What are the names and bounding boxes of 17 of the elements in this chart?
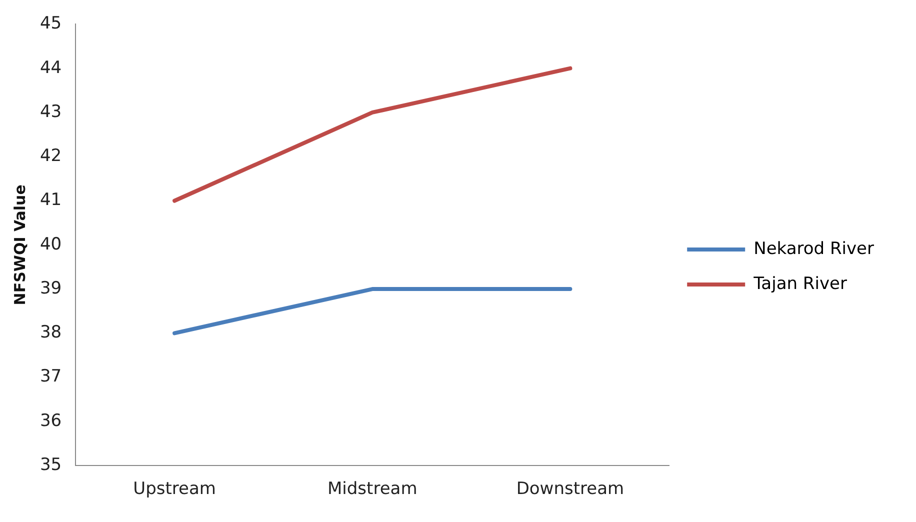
legend-label: Tajan River	[752, 274, 847, 294]
legend-label: Nekarod River	[754, 238, 874, 259]
y-tick-label: 39	[40, 278, 62, 298]
y-tick-label: 36	[40, 410, 62, 431]
y-tick-label: 40	[40, 234, 62, 254]
y-tick-label: 42	[40, 146, 62, 166]
y-tick-label: 35	[40, 455, 62, 476]
x-tick-label: Upstream	[133, 479, 216, 500]
y-tick-label: 41	[40, 190, 62, 210]
y-tick-label: 38	[40, 322, 62, 343]
y-tick-label: 44	[40, 58, 62, 78]
y-axis-title: NFSWQI Value	[10, 184, 29, 306]
y-tick-label: 43	[40, 102, 62, 122]
x-tick-label: Midstream	[327, 479, 418, 500]
x-tick-label: Downstream	[516, 479, 624, 500]
y-tick-label: 37	[40, 366, 62, 387]
y-tick-label: 45	[40, 14, 62, 34]
